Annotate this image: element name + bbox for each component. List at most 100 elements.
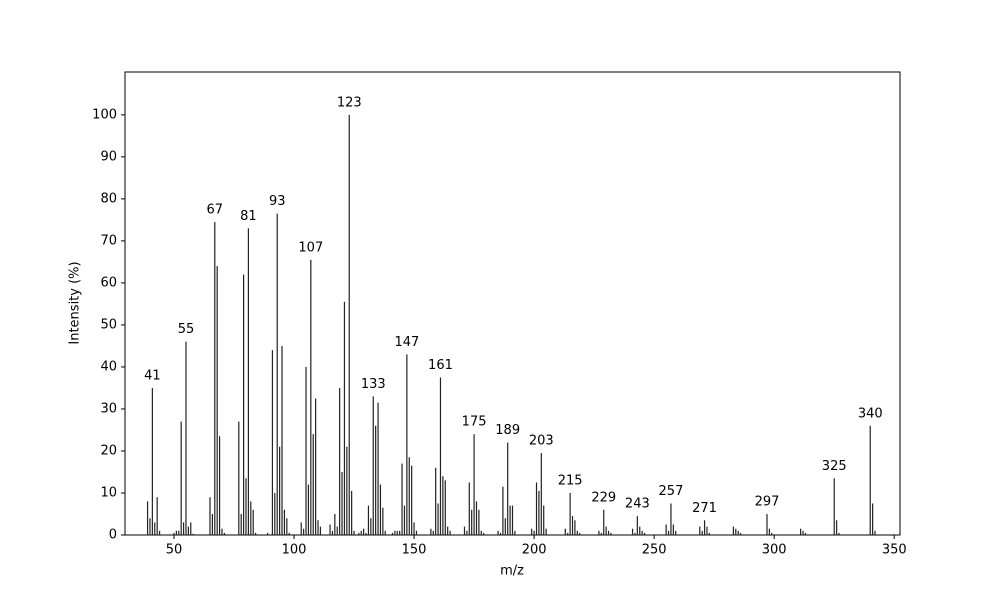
peak [667, 530, 670, 535]
peak [473, 434, 475, 535]
peak [384, 530, 386, 535]
peak [192, 533, 194, 535]
peak [480, 530, 482, 535]
peak [432, 530, 434, 535]
peak [156, 497, 158, 535]
peak [543, 505, 545, 535]
peak [634, 532, 636, 535]
peak [403, 505, 406, 535]
peak [303, 528, 305, 535]
y-tick-label: 50 [100, 317, 117, 332]
peak [533, 530, 535, 535]
peak [504, 518, 506, 535]
y-tick-label: 30 [100, 401, 117, 416]
peak [351, 490, 353, 535]
peak [358, 532, 360, 535]
x-tick-label: 100 [282, 543, 307, 558]
peak [182, 522, 185, 535]
peak [430, 528, 432, 535]
peak [766, 513, 768, 535]
peak [281, 345, 283, 535]
peak [444, 480, 446, 535]
peak [178, 530, 180, 535]
peak [353, 530, 355, 535]
peak [173, 532, 175, 535]
peak [699, 526, 701, 535]
peak [507, 442, 509, 535]
peak [151, 387, 153, 535]
peak [396, 530, 398, 535]
peak-label: 257 [659, 484, 684, 499]
peak [334, 513, 336, 535]
peak [463, 526, 466, 535]
peak [545, 528, 547, 535]
peak [483, 532, 485, 535]
y-tick-label: 100 [92, 107, 117, 122]
peak [221, 528, 223, 535]
peak [401, 463, 403, 535]
peak-label: 271 [692, 501, 717, 516]
peak [319, 526, 322, 535]
peak [158, 530, 161, 535]
peak [869, 425, 871, 535]
peak [874, 530, 876, 535]
peak [598, 530, 600, 535]
peak [315, 398, 317, 535]
peak [607, 530, 610, 535]
peak-label: 161 [428, 358, 453, 373]
peak [706, 526, 708, 535]
peak [468, 482, 470, 535]
peak [283, 509, 286, 535]
peak [670, 503, 672, 535]
peak [509, 505, 511, 535]
peak [209, 497, 211, 535]
peak-label: 203 [529, 434, 554, 449]
peak [394, 530, 396, 535]
peak [240, 513, 242, 535]
x-axis-label: m/z [500, 564, 524, 579]
peak-label: 67 [207, 202, 224, 217]
peak [185, 341, 187, 535]
peak [701, 530, 703, 535]
peak-label: 297 [755, 494, 780, 509]
peak [317, 520, 319, 535]
peak [478, 509, 480, 535]
peak-label: 55 [178, 322, 195, 337]
peak [276, 213, 278, 535]
peak [471, 509, 473, 535]
peak [639, 526, 641, 535]
peak [247, 228, 250, 535]
peak [238, 421, 240, 535]
y-tick-label: 10 [100, 485, 117, 500]
peak-label: 175 [462, 415, 487, 430]
peak [675, 530, 677, 535]
peak [360, 530, 362, 535]
peak [154, 522, 156, 535]
peak [329, 524, 331, 535]
peak [447, 526, 449, 535]
peak-label: 41 [144, 368, 161, 383]
peak-label: 189 [495, 423, 520, 438]
peak-label: 81 [240, 209, 257, 224]
peak [146, 501, 149, 535]
peak [739, 532, 742, 535]
peak [535, 482, 538, 535]
peak [631, 528, 634, 535]
peak [190, 522, 192, 535]
x-tick-label: 300 [762, 543, 787, 558]
peak [442, 476, 444, 535]
peak [223, 532, 225, 535]
peak [399, 530, 401, 535]
peak [497, 530, 499, 535]
peak [567, 532, 569, 535]
peak [372, 396, 374, 535]
peak [737, 530, 739, 535]
peak [408, 457, 410, 535]
peak [665, 524, 667, 535]
peak [250, 501, 252, 535]
peak [579, 532, 581, 535]
peak-label: 93 [269, 194, 286, 209]
peak [365, 532, 367, 535]
y-tick-label: 80 [100, 191, 117, 206]
peak [406, 354, 408, 535]
